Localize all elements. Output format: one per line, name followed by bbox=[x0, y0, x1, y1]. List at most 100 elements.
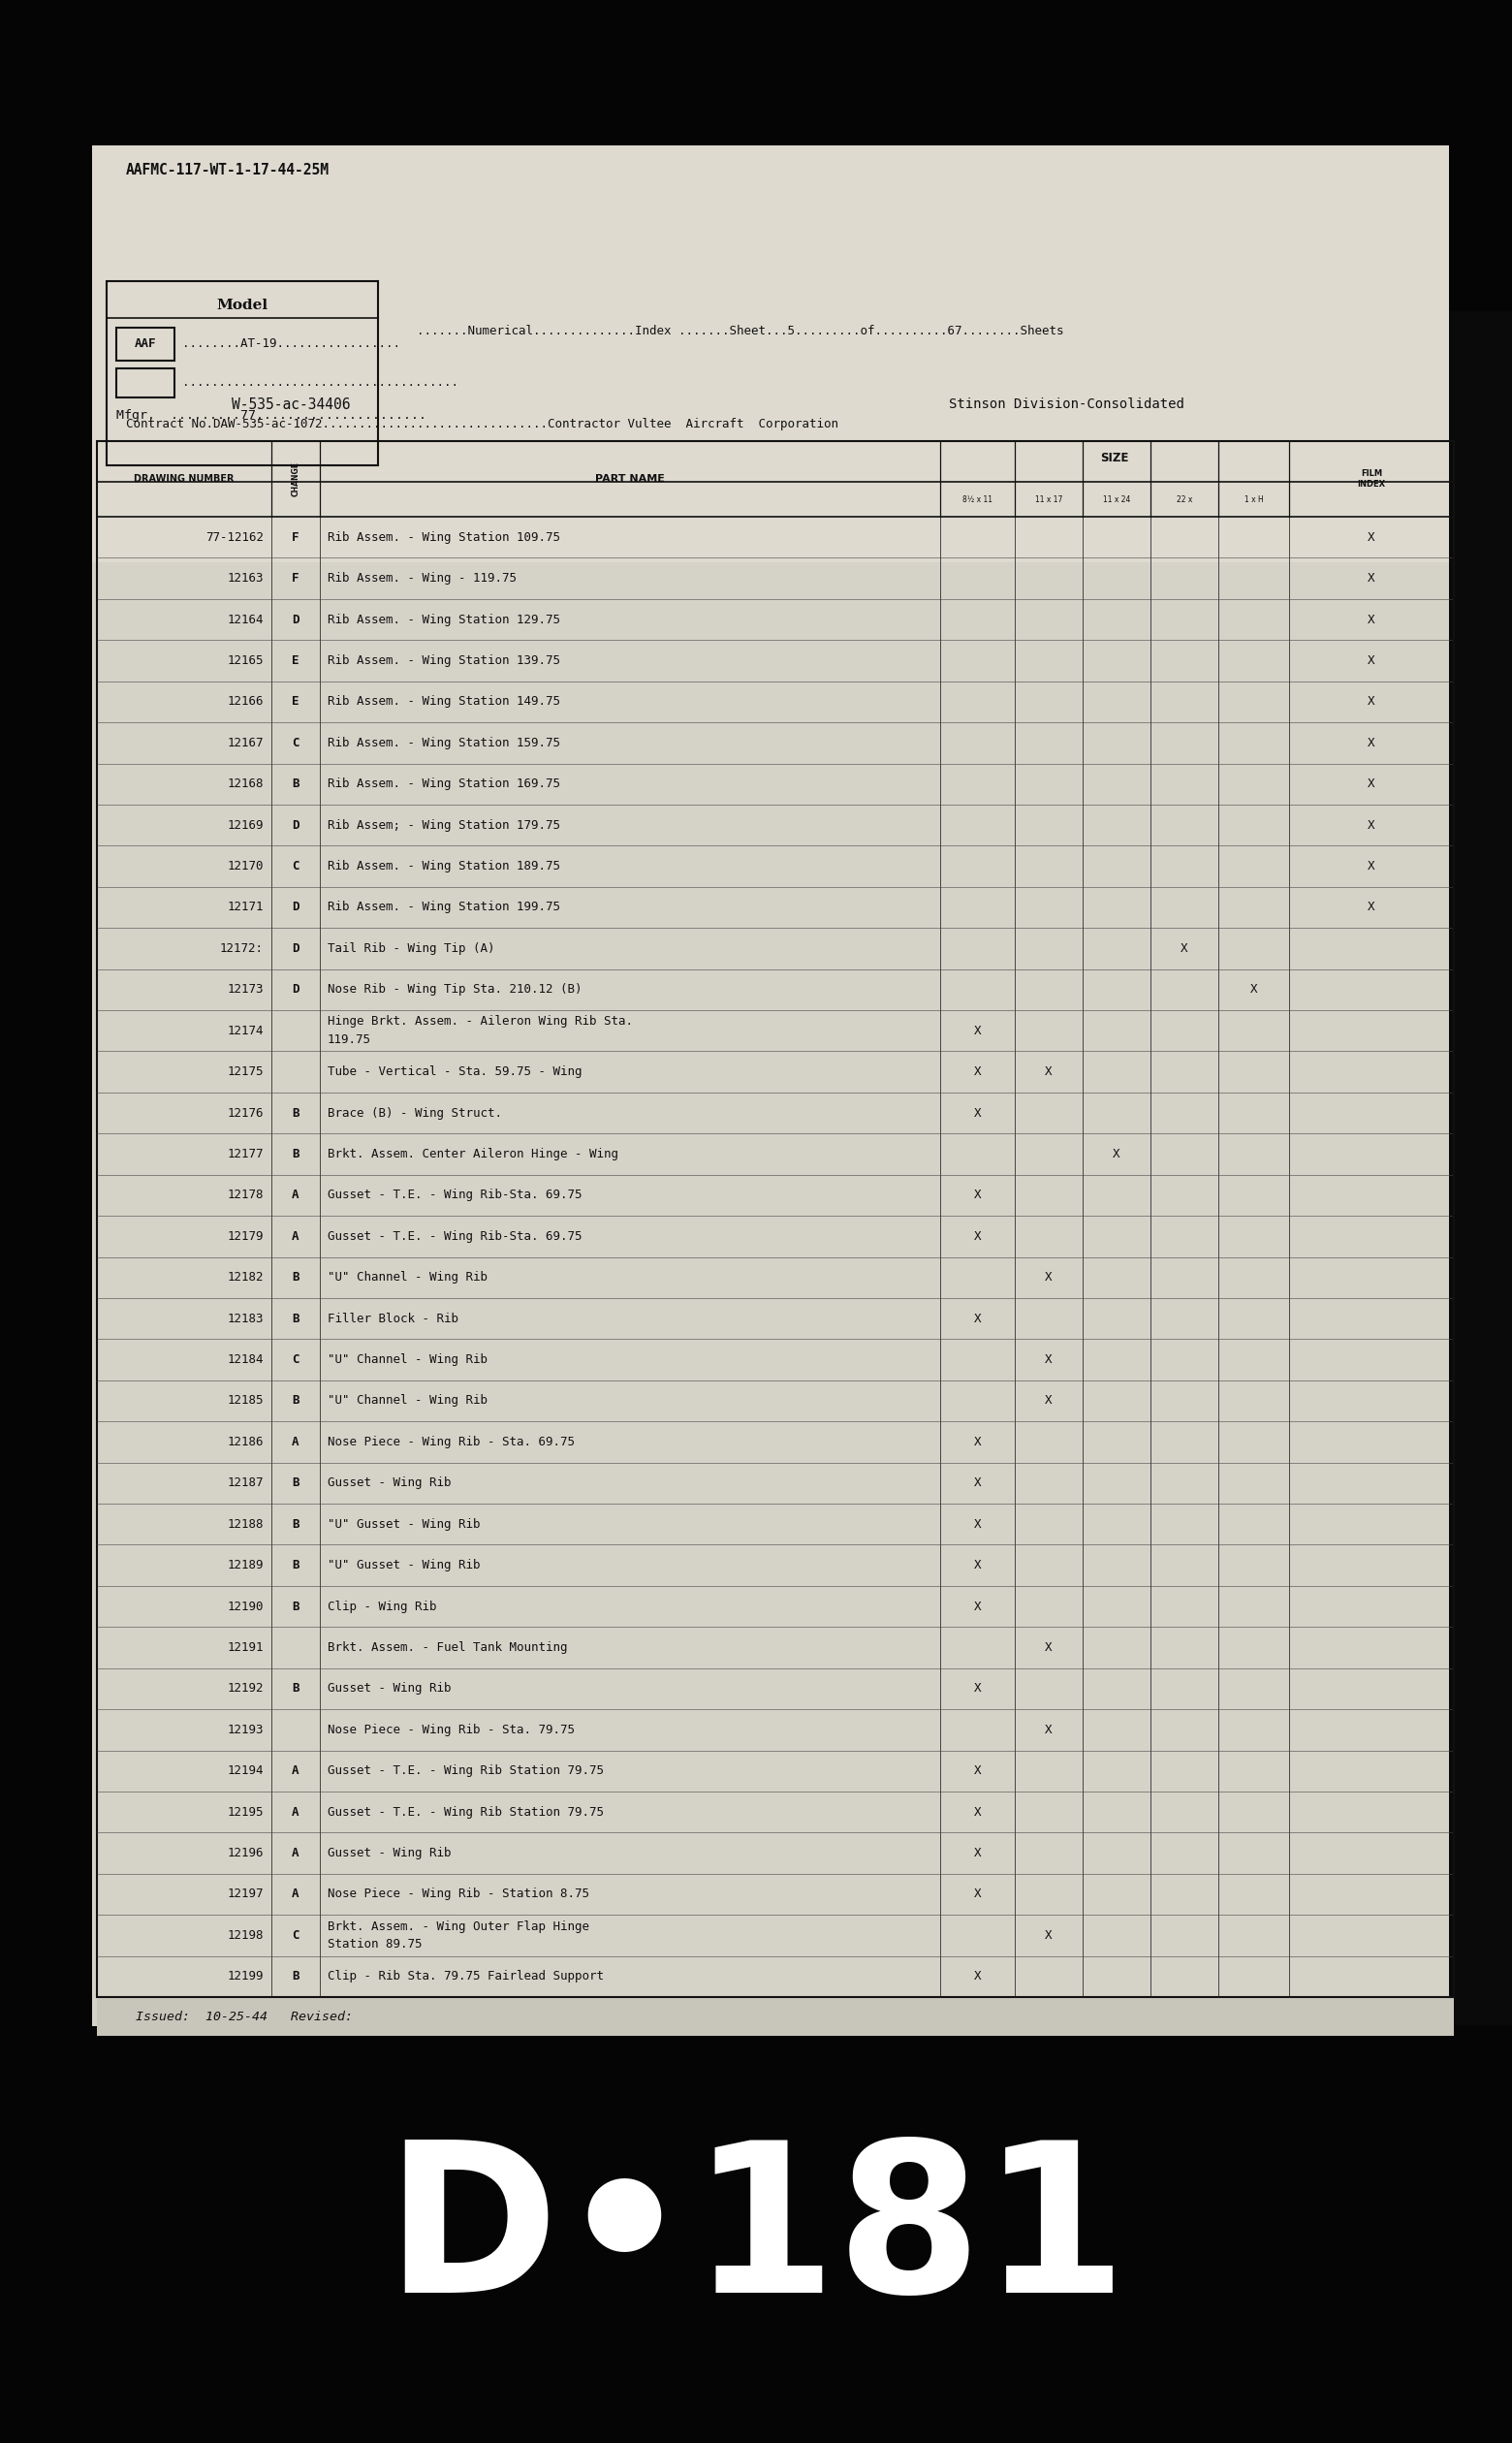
Text: 12194: 12194 bbox=[227, 1764, 263, 1776]
Text: 12170: 12170 bbox=[227, 860, 263, 872]
Text: 12163: 12163 bbox=[227, 572, 263, 584]
Text: Model: Model bbox=[216, 298, 268, 313]
Text: Gusset - T.E. - Wing Rib-Sta. 69.75: Gusset - T.E. - Wing Rib-Sta. 69.75 bbox=[328, 1190, 582, 1202]
Text: CHANGE: CHANGE bbox=[292, 462, 299, 496]
Text: 12174: 12174 bbox=[227, 1024, 263, 1036]
Text: B: B bbox=[292, 1476, 299, 1490]
Text: 12164: 12164 bbox=[227, 613, 263, 625]
Text: Rib Assem. - Wing Station 159.75: Rib Assem. - Wing Station 159.75 bbox=[328, 738, 561, 750]
Text: 12188: 12188 bbox=[227, 1517, 263, 1529]
Text: X: X bbox=[974, 1065, 981, 1077]
Text: D: D bbox=[292, 613, 299, 625]
Text: X: X bbox=[974, 1312, 981, 1324]
Text: X: X bbox=[1368, 696, 1374, 708]
Text: Rib Assem; - Wing Station 179.75: Rib Assem; - Wing Station 179.75 bbox=[328, 818, 561, 831]
Text: Nose Rib - Wing Tip Sta. 210.12 (B): Nose Rib - Wing Tip Sta. 210.12 (B) bbox=[328, 982, 582, 997]
Text: 12171: 12171 bbox=[227, 901, 263, 914]
Bar bbox=[92, 147, 1448, 562]
Text: Stinson Division-Consolidated: Stinson Division-Consolidated bbox=[948, 398, 1184, 410]
Text: E: E bbox=[292, 696, 299, 708]
Bar bbox=[0, 0, 92, 2443]
Text: C: C bbox=[292, 738, 299, 750]
Text: 11 x 17: 11 x 17 bbox=[1034, 496, 1063, 503]
Text: X: X bbox=[1368, 818, 1374, 831]
Text: AAFMC-117-WT-1-17-44-25M: AAFMC-117-WT-1-17-44-25M bbox=[125, 164, 330, 178]
Text: 12198: 12198 bbox=[227, 1930, 263, 1942]
Text: Gusset - T.E. - Wing Rib Station 79.75: Gusset - T.E. - Wing Rib Station 79.75 bbox=[328, 1805, 603, 1818]
Text: X: X bbox=[1368, 613, 1374, 625]
Bar bbox=[0, 2025, 1512, 2443]
Text: Rib Assem. - Wing Station 169.75: Rib Assem. - Wing Station 169.75 bbox=[328, 777, 561, 789]
Text: Clip - Rib Sta. 79.75 Fairlead Support: Clip - Rib Sta. 79.75 Fairlead Support bbox=[328, 1969, 603, 1984]
Text: Gusset - Wing Rib: Gusset - Wing Rib bbox=[328, 1476, 451, 1490]
Text: Filler Block - Rib: Filler Block - Rib bbox=[328, 1312, 458, 1324]
Text: X: X bbox=[974, 1229, 981, 1243]
Text: Gusset - Wing Rib: Gusset - Wing Rib bbox=[328, 1683, 451, 1695]
Text: X: X bbox=[974, 1888, 981, 1901]
Text: Tube - Vertical - Sta. 59.75 - Wing: Tube - Vertical - Sta. 59.75 - Wing bbox=[328, 1065, 582, 1077]
Text: B: B bbox=[292, 1148, 299, 1160]
Text: 12183: 12183 bbox=[227, 1312, 263, 1324]
Text: Brkt. Assem. - Fuel Tank Mounting: Brkt. Assem. - Fuel Tank Mounting bbox=[328, 1642, 567, 1654]
Text: Brkt. Assem. Center Aileron Hinge - Wing: Brkt. Assem. Center Aileron Hinge - Wing bbox=[328, 1148, 618, 1160]
Text: B: B bbox=[292, 1270, 299, 1283]
Text: 12175: 12175 bbox=[227, 1065, 263, 1077]
Text: Nose Piece - Wing Rib - Sta. 69.75: Nose Piece - Wing Rib - Sta. 69.75 bbox=[328, 1436, 575, 1449]
Text: W-535-ac-34406: W-535-ac-34406 bbox=[231, 396, 351, 410]
Text: A: A bbox=[292, 1229, 299, 1243]
Text: AAF: AAF bbox=[135, 337, 156, 349]
Text: 12167: 12167 bbox=[227, 738, 263, 750]
Text: 12185: 12185 bbox=[227, 1395, 263, 1407]
Bar bbox=[116, 327, 174, 362]
Text: B: B bbox=[292, 1559, 299, 1571]
Text: B: B bbox=[292, 1312, 299, 1324]
Text: 12189: 12189 bbox=[227, 1559, 263, 1571]
Text: Rib Assem. - Wing Station 129.75: Rib Assem. - Wing Station 129.75 bbox=[328, 613, 561, 625]
Text: X: X bbox=[974, 1107, 981, 1119]
Text: A: A bbox=[292, 1190, 299, 1202]
Text: X: X bbox=[974, 1024, 981, 1036]
Text: Rib Assem. - Wing - 119.75: Rib Assem. - Wing - 119.75 bbox=[328, 572, 517, 584]
Text: B: B bbox=[292, 1683, 299, 1695]
Text: Rib Assem. - Wing Station 139.75: Rib Assem. - Wing Station 139.75 bbox=[328, 655, 561, 667]
Text: X: X bbox=[1368, 860, 1374, 872]
Bar bbox=[97, 1996, 1455, 2035]
Text: A: A bbox=[292, 1847, 299, 1859]
Text: Gusset - T.E. - Wing Rib-Sta. 69.75: Gusset - T.E. - Wing Rib-Sta. 69.75 bbox=[328, 1229, 582, 1243]
Text: X: X bbox=[1368, 655, 1374, 667]
Text: Contract No.DAW-535-ac-1072...............................Contractor Vultee  Air: Contract No.DAW-535-ac-1072.............… bbox=[125, 418, 838, 430]
Text: Rib Assem. - Wing Station 189.75: Rib Assem. - Wing Station 189.75 bbox=[328, 860, 561, 872]
Text: Station 89.75: Station 89.75 bbox=[328, 1937, 422, 1950]
Text: X: X bbox=[974, 1764, 981, 1776]
Text: FILM
INDEX: FILM INDEX bbox=[1358, 469, 1385, 489]
Text: Nose Piece - Wing Rib - Sta. 79.75: Nose Piece - Wing Rib - Sta. 79.75 bbox=[328, 1722, 575, 1737]
Text: X: X bbox=[974, 1805, 981, 1818]
Text: D•181: D•181 bbox=[386, 2133, 1126, 2336]
Text: C: C bbox=[292, 1930, 299, 1942]
Text: X: X bbox=[1045, 1270, 1052, 1283]
Text: ........AT-19.................: ........AT-19................. bbox=[183, 337, 401, 349]
Bar bbox=[92, 147, 1448, 2025]
Text: D: D bbox=[292, 901, 299, 914]
Text: B: B bbox=[292, 777, 299, 789]
Text: Rib Assem. - Wing Station 149.75: Rib Assem. - Wing Station 149.75 bbox=[328, 696, 561, 708]
Text: SIZE: SIZE bbox=[1101, 452, 1129, 464]
Text: 12193: 12193 bbox=[227, 1722, 263, 1737]
Text: "U" Gusset - Wing Rib: "U" Gusset - Wing Rib bbox=[328, 1559, 481, 1571]
Text: 12169: 12169 bbox=[227, 818, 263, 831]
Text: Mfgr.  .........77......................: Mfgr. .........77...................... bbox=[116, 408, 426, 423]
Text: 8½ x 11: 8½ x 11 bbox=[963, 496, 992, 503]
Text: 12179: 12179 bbox=[227, 1229, 263, 1243]
Text: B: B bbox=[292, 1517, 299, 1529]
Text: .......Numerical..............Index .......Sheet...5.........of..........67.....: .......Numerical..............Index ....… bbox=[417, 325, 1064, 337]
Text: X: X bbox=[974, 1436, 981, 1449]
Text: X: X bbox=[974, 1476, 981, 1490]
Text: X: X bbox=[1181, 943, 1188, 955]
Text: DRAWING NUMBER: DRAWING NUMBER bbox=[135, 474, 234, 484]
Text: Clip - Wing Rib: Clip - Wing Rib bbox=[328, 1600, 437, 1612]
Text: X: X bbox=[1045, 1930, 1052, 1942]
Text: 1 x H: 1 x H bbox=[1244, 496, 1263, 503]
Text: Gusset - T.E. - Wing Rib Station 79.75: Gusset - T.E. - Wing Rib Station 79.75 bbox=[328, 1764, 603, 1776]
Text: X: X bbox=[1113, 1148, 1120, 1160]
Text: 12166: 12166 bbox=[227, 696, 263, 708]
